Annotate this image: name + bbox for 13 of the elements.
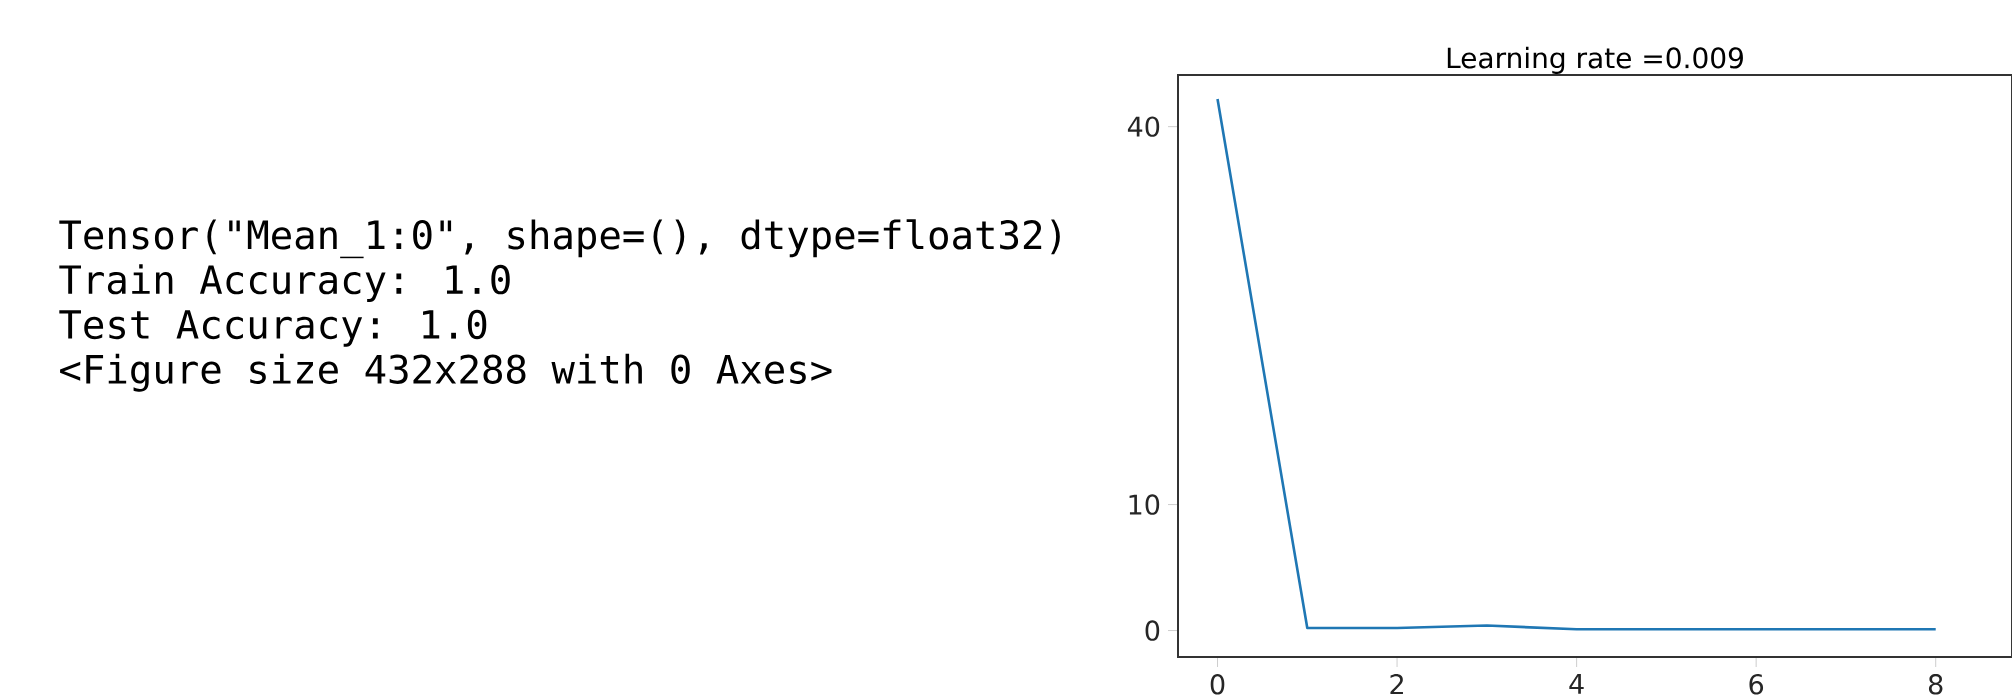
x-tick-label: 0 (1210, 674, 1225, 695)
x-tick-label: 4 (1569, 674, 1584, 694)
chart-title: Learning rate =0.009 (1447, 46, 1743, 74)
y-tick-label: 0 (1145, 620, 1160, 641)
text: Tensor("Mean_1:0", shape=(), dtype=float32) (59, 219, 1060, 259)
text: Test Accuracy: 1.0 (59, 309, 487, 347)
text: Train Accuracy: 1.0 (59, 264, 510, 302)
x-tick-label: 6 (1749, 674, 1764, 695)
x-tick-label: 2 (1390, 674, 1403, 695)
y-tick-label: 10 (1129, 494, 1160, 515)
text: <Figure size 432x288 with 0 Axes> (60, 353, 832, 392)
y-tick-label: 40 (1127, 116, 1160, 137)
x-tick-label: 8 (1928, 674, 1943, 695)
